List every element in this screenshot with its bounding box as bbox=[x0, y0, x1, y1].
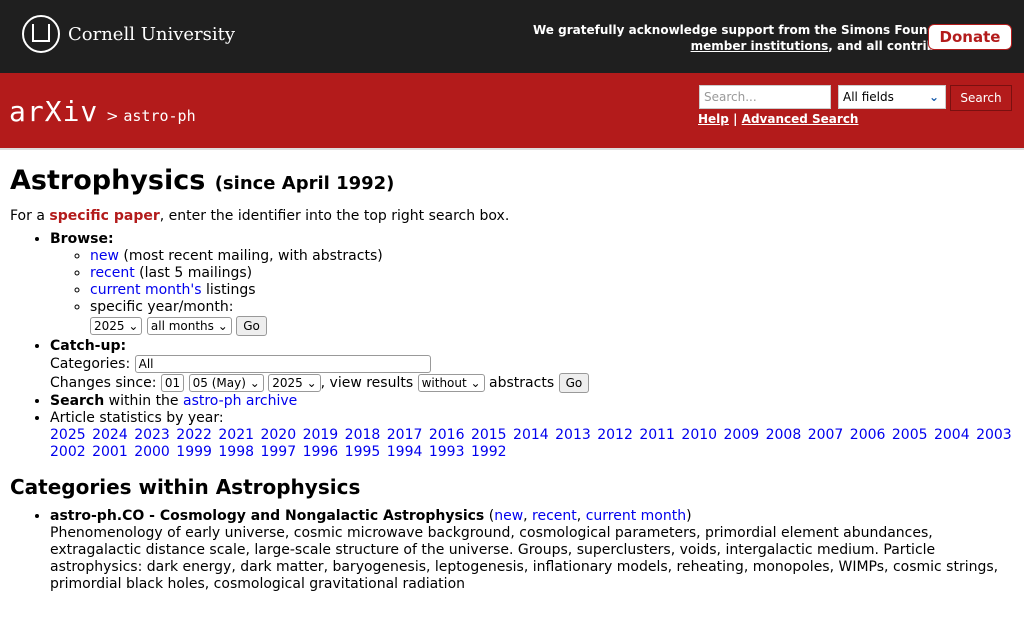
cat-new-link[interactable]: new bbox=[494, 508, 524, 524]
cornell-seal-icon bbox=[22, 15, 60, 53]
catchup-item: Catch-up: Categories: All Changes since:… bbox=[50, 338, 1015, 393]
top-banner: Cornell University We gratefully acknowl… bbox=[0, 0, 1024, 73]
year-link-2005[interactable]: 2005 bbox=[891, 427, 928, 443]
day-select[interactable]: 01 bbox=[160, 374, 185, 392]
stats-item: Article statistics by year: 2025 2024 20… bbox=[50, 410, 1015, 461]
year-link-2006[interactable]: 2006 bbox=[849, 427, 886, 443]
new-link[interactable]: new bbox=[90, 248, 119, 264]
year-link-2003[interactable]: 2003 bbox=[976, 427, 1012, 443]
catchup-go-button[interactable]: Go bbox=[558, 373, 590, 393]
year-link-2011[interactable]: 2011 bbox=[639, 427, 675, 443]
arxiv-header: arXiv > astro-ph Search... All fields ⌄ … bbox=[0, 73, 1024, 150]
year-link-2025[interactable]: 2025 bbox=[50, 427, 86, 443]
search-item: Search within the astro-ph archive bbox=[50, 393, 1015, 410]
category-description: Phenomenology of early universe, cosmic … bbox=[50, 525, 999, 592]
search-button[interactable]: Search bbox=[950, 85, 1012, 111]
year-link-2007[interactable]: 2007 bbox=[807, 427, 844, 443]
category-list: astro-ph.CO - Cosmology and Nongalactic … bbox=[10, 508, 1015, 593]
recent-link[interactable]: recent bbox=[90, 265, 135, 281]
year-link-1999[interactable]: 1999 bbox=[176, 444, 212, 460]
university-name: Cornell University bbox=[68, 23, 236, 45]
year-link-2016[interactable]: 2016 bbox=[428, 427, 465, 443]
year-link-2024[interactable]: 2024 bbox=[92, 427, 128, 443]
year-link-2010[interactable]: 2010 bbox=[681, 427, 718, 443]
search-input[interactable]: Search... bbox=[699, 85, 831, 109]
archive-link[interactable]: astro-ph archive bbox=[183, 393, 298, 409]
help-link[interactable]: Help bbox=[698, 112, 729, 126]
year-link-2021[interactable]: 2021 bbox=[218, 427, 255, 443]
year-link-1998[interactable]: 1998 bbox=[218, 444, 255, 460]
year-link-1997[interactable]: 1997 bbox=[260, 444, 297, 460]
year-link-2022[interactable]: 2022 bbox=[176, 427, 212, 443]
cornell-logo[interactable]: Cornell University bbox=[22, 15, 235, 53]
options-list: Browse: new (most recent mailing, with a… bbox=[10, 231, 1015, 461]
month-select[interactable]: all months ⌄ bbox=[146, 317, 232, 335]
year-link-1996[interactable]: 1996 bbox=[302, 444, 339, 460]
year-since-select[interactable]: 2025 ⌄ bbox=[268, 374, 321, 392]
year-link-2018[interactable]: 2018 bbox=[344, 427, 381, 443]
year-link-2012[interactable]: 2012 bbox=[597, 427, 633, 443]
browse-item: Browse: new (most recent mailing, with a… bbox=[50, 231, 1015, 336]
year-link-1995[interactable]: 1995 bbox=[344, 444, 381, 460]
year-link-2002[interactable]: 2002 bbox=[50, 444, 86, 460]
search-field-select[interactable]: All fields ⌄ bbox=[838, 85, 946, 109]
year-link-2013[interactable]: 2013 bbox=[555, 427, 591, 443]
cat-current-month-link[interactable]: current month bbox=[585, 508, 687, 524]
categories-heading: Categories within Astrophysics bbox=[10, 475, 361, 499]
specific-paper-link[interactable]: specific paper bbox=[49, 208, 160, 224]
year-link-2000[interactable]: 2000 bbox=[134, 444, 170, 460]
breadcrumb-astro-ph[interactable]: astro-ph bbox=[123, 107, 196, 125]
year-link-2009[interactable]: 2009 bbox=[723, 427, 760, 443]
arxiv-logo[interactable]: arXiv bbox=[9, 95, 99, 128]
intro-text: For a specific paper, enter the identifi… bbox=[10, 208, 510, 224]
acknowledgement: We gratefully acknowledge support from t… bbox=[533, 23, 976, 53]
year-link-2015[interactable]: 2015 bbox=[470, 427, 507, 443]
member-institutions-link[interactable]: member institutions bbox=[690, 39, 829, 53]
chevron-down-icon: ⌄ bbox=[928, 90, 939, 104]
year-link-2023[interactable]: 2023 bbox=[134, 427, 170, 443]
categories-select[interactable]: All bbox=[134, 355, 431, 373]
donate-button[interactable]: Donate bbox=[928, 24, 1012, 50]
current-month-link[interactable]: current month's bbox=[90, 282, 202, 298]
year-select[interactable]: 2025 ⌄ bbox=[90, 317, 143, 335]
go-button[interactable]: Go bbox=[236, 316, 267, 336]
year-link-2014[interactable]: 2014 bbox=[513, 427, 549, 443]
category-item: astro-ph.CO - Cosmology and Nongalactic … bbox=[50, 508, 1015, 593]
year-link-2008[interactable]: 2008 bbox=[765, 427, 802, 443]
help-links: Help | Advanced Search bbox=[698, 112, 859, 126]
year-link-2004[interactable]: 2004 bbox=[933, 427, 970, 443]
advanced-search-link[interactable]: Advanced Search bbox=[741, 112, 859, 126]
year-link-2020[interactable]: 2020 bbox=[260, 427, 297, 443]
year-link-1992[interactable]: 1992 bbox=[470, 444, 507, 460]
year-link-1993[interactable]: 1993 bbox=[428, 444, 465, 460]
year-links: 2025 2024 2023 2022 2021 2020 2019 2018 … bbox=[50, 427, 1014, 460]
cat-recent-link[interactable]: recent bbox=[532, 508, 577, 524]
main-content: Astrophysics (since April 1992) For a sp… bbox=[10, 160, 1015, 593]
breadcrumb: > astro-ph bbox=[106, 107, 196, 125]
year-link-2017[interactable]: 2017 bbox=[386, 427, 423, 443]
abstracts-select[interactable]: without ⌄ bbox=[417, 374, 485, 392]
year-link-1994[interactable]: 1994 bbox=[386, 444, 423, 460]
year-link-2019[interactable]: 2019 bbox=[302, 427, 339, 443]
page-title: Astrophysics (since April 1992) bbox=[10, 165, 395, 196]
year-link-2001[interactable]: 2001 bbox=[92, 444, 128, 460]
month-since-select[interactable]: 05 (May) ⌄ bbox=[188, 374, 264, 392]
